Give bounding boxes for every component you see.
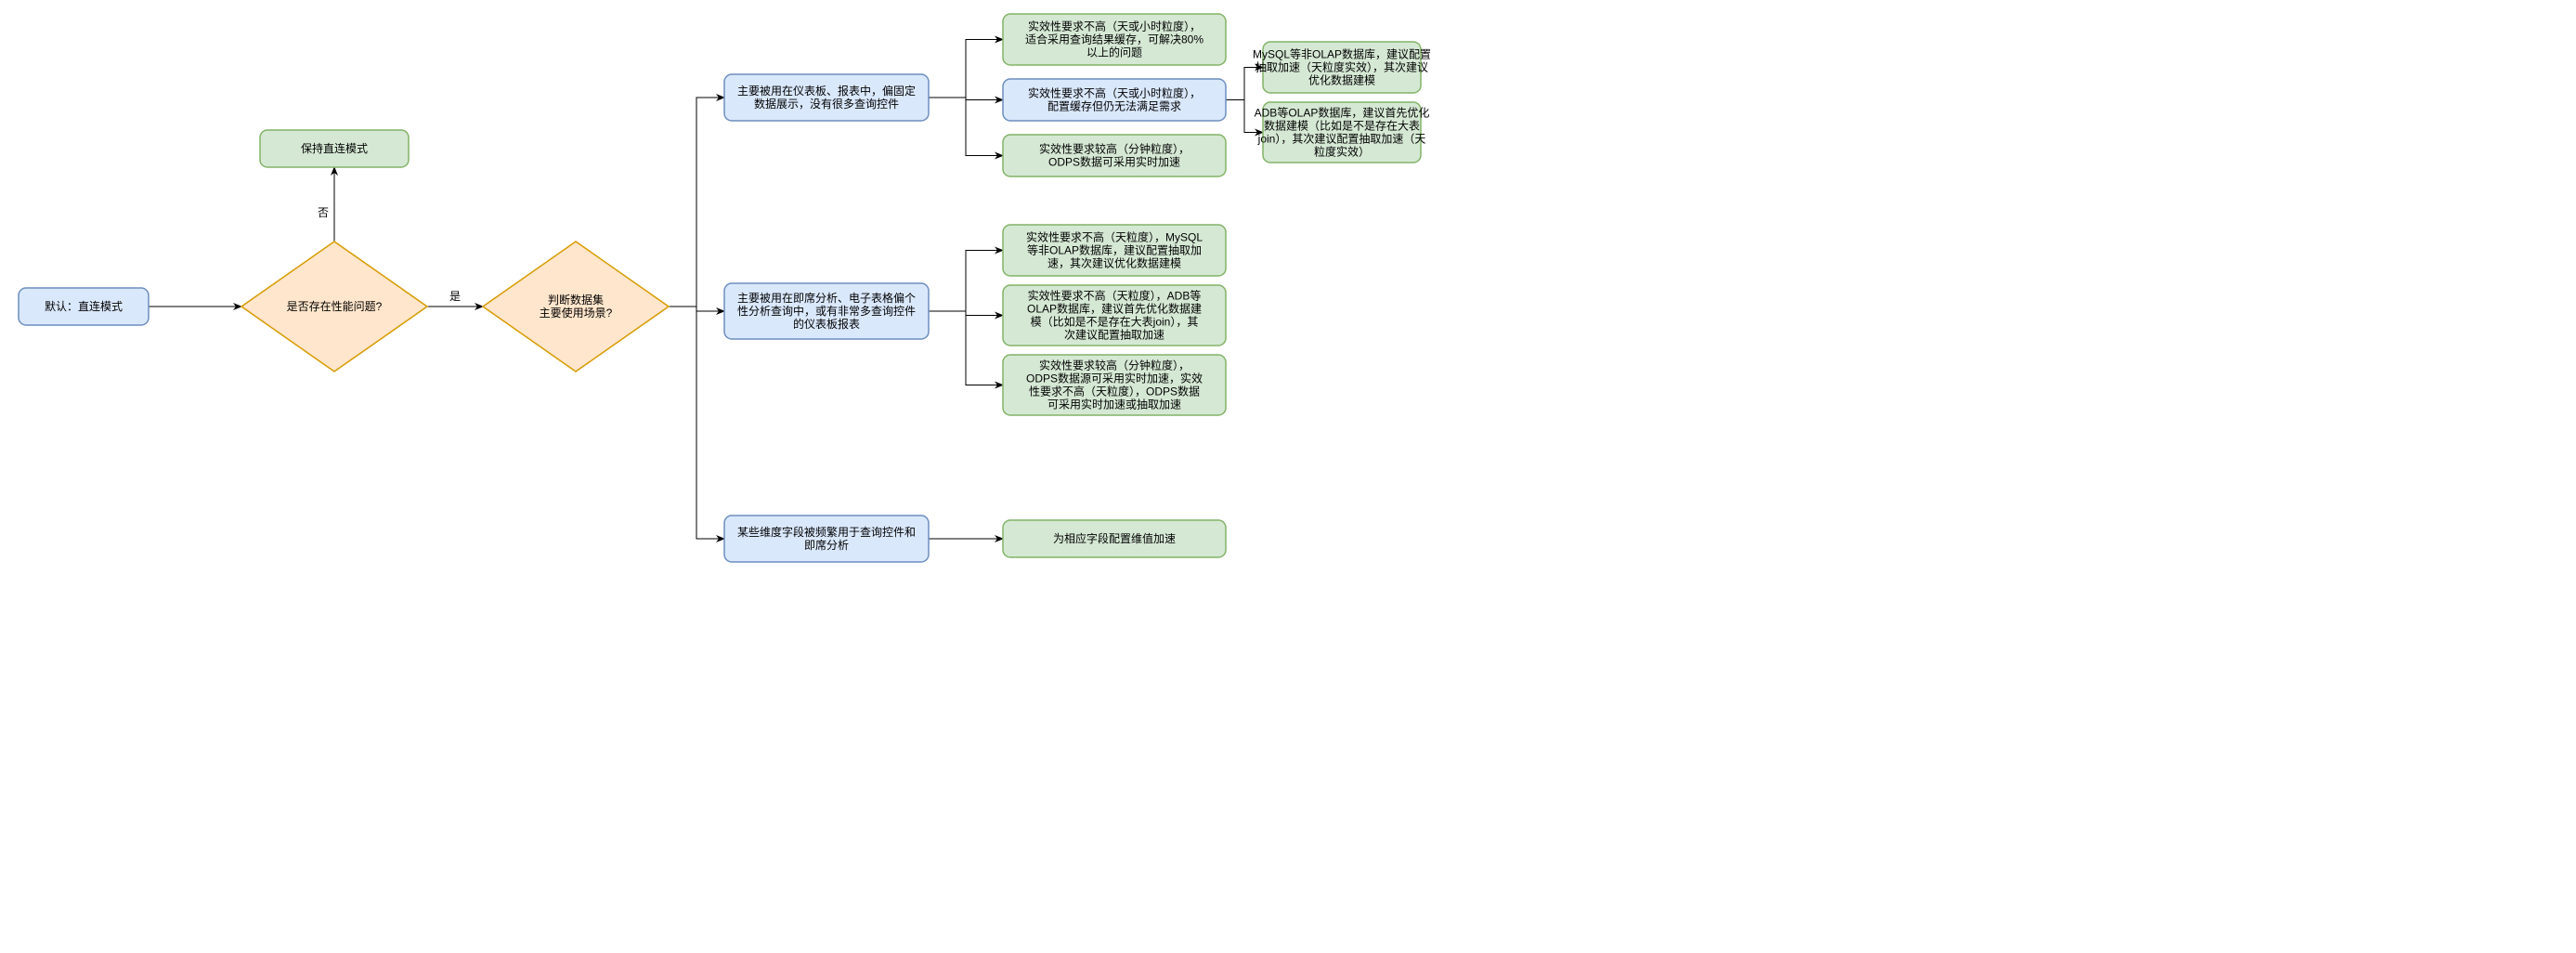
node-n10-text-0: 实效性要求较高（分钟粒度）， — [1039, 142, 1190, 156]
node-n12-text-0: 实效性要求不高（天粒度），ADB等 — [1028, 289, 1202, 303]
edge-n6-n13 — [929, 311, 1003, 385]
node-n15: MySQL等非OLAP数据库，建议配置抽取加速（天粒度实效），其次建议优化数据建… — [1253, 42, 1430, 93]
node-n1: 默认：直连模式 — [19, 288, 149, 325]
node-n15-text-0: MySQL等非OLAP数据库，建议配置 — [1253, 47, 1430, 61]
node-n7-text-0: 某些维度字段被频繁用于查询控件和 — [737, 525, 916, 539]
node-n15-text-2: 优化数据建模 — [1308, 73, 1375, 87]
node-n9: 实效性要求不高（天或小时粒度），配置缓存但仍无法满足需求 — [1003, 79, 1226, 121]
node-n12-text-1: OLAP数据库，建议首先优化数据建 — [1027, 302, 1202, 316]
node-n4-text-1: 主要使用场景? — [540, 306, 613, 320]
node-n5-text-0: 主要被用在仪表板、报表中，偏固定 — [737, 84, 916, 98]
node-n13-text-3: 可采用实时加速或抽取加速 — [1047, 398, 1181, 411]
edge-n5-n10 — [929, 98, 1003, 156]
edge-n6-n11 — [929, 251, 1003, 312]
node-n11-text-2: 速，其次建议优化数据建模 — [1047, 256, 1181, 270]
node-n4-text-0: 判断数据集 — [548, 293, 604, 307]
node-n16-text-0: ADB等OLAP数据库，建议首先优化 — [1255, 106, 1430, 120]
node-n9-text-0: 实效性要求不高（天或小时粒度）， — [1028, 86, 1201, 100]
edge-label-n2-n4: 是 — [449, 290, 461, 303]
node-n8-text-1: 适合采用查询结果缓存，可解决80% — [1025, 33, 1203, 46]
node-n6-text-0: 主要被用在即席分析、电子表格偏个 — [737, 291, 916, 305]
node-n3-text-0: 保持直连模式 — [301, 141, 368, 155]
node-n13: 实效性要求较高（分钟粒度），ODPS数据源可采用实时加速，实效性要求不高（天粒度… — [1003, 355, 1226, 415]
node-n14-text-0: 为相应字段配置维值加速 — [1053, 531, 1176, 545]
node-n11: 实效性要求不高（天粒度），MySQL等非OLAP数据库，建议配置抽取加速，其次建… — [1003, 225, 1226, 276]
node-n8-text-2: 以上的问题 — [1086, 46, 1142, 59]
node-n12-text-3: 次建议配置抽取加速 — [1064, 329, 1164, 342]
node-n5: 主要被用在仪表板、报表中，偏固定数据展示，没有很多查询控件 — [724, 74, 929, 121]
node-n13-text-2: 性要求不高（天粒度），ODPS数据 — [1029, 385, 1200, 398]
node-n16-text-1: 数据建模（比如是不是存在大表 — [1264, 119, 1420, 133]
node-n7-text-1: 即席分析 — [804, 538, 849, 552]
node-n8-text-0: 实效性要求不高（天或小时粒度）， — [1028, 20, 1201, 33]
node-n10: 实效性要求较高（分钟粒度），ODPS数据可采用实时加速 — [1003, 135, 1226, 176]
node-n4: 判断数据集主要使用场景? — [483, 242, 669, 372]
node-n11-text-1: 等非OLAP数据库，建议配置抽取加 — [1027, 243, 1202, 257]
edge-n5-n8 — [929, 40, 1003, 98]
node-n11-text-0: 实效性要求不高（天粒度），MySQL — [1026, 230, 1203, 244]
node-n14: 为相应字段配置维值加速 — [1003, 520, 1226, 557]
node-n16-text-2: join），其次建议配置抽取加速（天 — [1257, 133, 1426, 146]
node-n10-text-1: ODPS数据可采用实时加速 — [1048, 155, 1180, 169]
node-n1-text-0: 默认：直连模式 — [45, 299, 123, 313]
node-n3: 保持直连模式 — [260, 130, 409, 167]
node-n7: 某些维度字段被频繁用于查询控件和即席分析 — [724, 516, 929, 562]
node-n13-text-0: 实效性要求较高（分钟粒度）， — [1039, 359, 1190, 372]
node-n12: 实效性要求不高（天粒度），ADB等OLAP数据库，建议首先优化数据建模（比如是不… — [1003, 285, 1226, 346]
node-n6-text-1: 性分析查询中，或有非常多查询控件 — [737, 304, 916, 318]
node-n8: 实效性要求不高（天或小时粒度），适合采用查询结果缓存，可解决80%以上的问题 — [1003, 14, 1226, 65]
node-n16: ADB等OLAP数据库，建议首先优化数据建模（比如是不是存在大表join），其次… — [1255, 102, 1430, 163]
node-n2-text-0: 是否存在性能问题? — [287, 300, 383, 313]
node-n6-text-2: 的仪表板报表 — [793, 317, 860, 331]
node-n16-text-3: 粒度实效） — [1314, 145, 1370, 159]
node-n5-text-1: 数据展示，没有很多查询控件 — [754, 97, 899, 111]
node-n6: 主要被用在即席分析、电子表格偏个性分析查询中，或有非常多查询控件的仪表板报表 — [724, 283, 929, 339]
edge-n4-n7 — [669, 307, 724, 539]
node-n12-text-2: 模（比如是不是存在大表join），其 — [1031, 315, 1199, 329]
node-n2: 是否存在性能问题? — [241, 242, 427, 372]
node-n13-text-1: ODPS数据源可采用实时加速，实效 — [1026, 372, 1203, 385]
edge-label-n2-n3: 否 — [318, 206, 329, 219]
node-n9-text-1: 配置缓存但仍无法满足需求 — [1047, 100, 1181, 113]
flowchart-canvas: 否是默认：直连模式 是否存在性能问题? 保持直连模式判断数据集主要使用场景? 主要被用… — [0, 0, 1430, 632]
node-n15-text-1: 抽取加速（天粒度实效），其次建议 — [1255, 60, 1428, 74]
edge-n4-n5 — [669, 98, 724, 307]
